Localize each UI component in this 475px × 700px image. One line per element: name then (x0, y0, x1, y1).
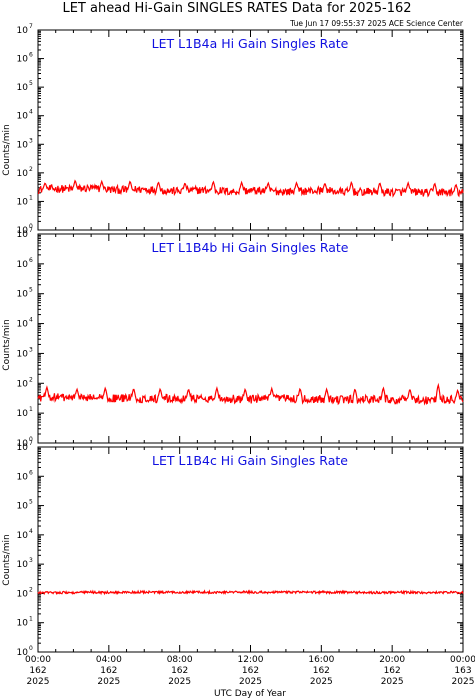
y-tick-exponent: 5 (29, 80, 33, 87)
y-tick-label: 10 (17, 290, 29, 300)
y-tick-label: 10 (17, 140, 29, 150)
y-tick-exponent: 5 (29, 287, 33, 294)
y-tick-label: 10 (17, 619, 29, 629)
y-tick-exponent: 2 (29, 166, 33, 173)
y-axis-label-panel-3: Counts/min (2, 534, 12, 585)
y-tick-exponent: 3 (29, 137, 33, 144)
x-tick-day: 162 (242, 666, 259, 676)
x-tick-year: 2025 (239, 677, 262, 687)
y-tick-exponent: 2 (29, 376, 33, 383)
x-tick-year: 2025 (168, 677, 191, 687)
y-tick-exponent: 7 (29, 440, 33, 447)
y-tick-exponent: 1 (29, 194, 33, 201)
y-tick-exponent: 1 (29, 616, 33, 623)
y-tick-exponent: 7 (29, 23, 33, 30)
y-tick-exponent: 4 (29, 109, 33, 116)
panel-title: LET L1B4c Hi Gain Singles Rate (152, 453, 348, 468)
series-line (37, 589, 464, 596)
x-tick-day: 163 (454, 666, 471, 676)
y-tick-label: 10 (17, 379, 29, 389)
y-tick-label: 10 (17, 112, 29, 122)
y-tick-exponent: 6 (29, 52, 33, 59)
panel-frame (37, 446, 464, 653)
x-tick-year: 2025 (381, 677, 404, 687)
x-tick-year: 2025 (27, 677, 50, 687)
y-tick-exponent: 6 (29, 469, 33, 476)
y-tick-label: 10 (17, 502, 29, 512)
y-tick-label: 10 (17, 409, 29, 419)
x-tick-year: 2025 (310, 677, 333, 687)
y-tick-label: 10 (17, 648, 29, 658)
y-tick-label: 10 (17, 472, 29, 482)
y-tick-exponent: 3 (29, 346, 33, 353)
y-tick-label: 10 (17, 320, 29, 330)
x-tick-year: 2025 (452, 677, 475, 687)
y-tick-exponent: 4 (29, 528, 33, 535)
y-tick-label: 10 (17, 169, 29, 179)
y-tick-label: 10 (17, 226, 29, 236)
panel-frame (37, 29, 464, 231)
x-tick-time: 00:00 (25, 655, 51, 665)
y-tick-label: 10 (17, 26, 29, 36)
panel-frame (37, 233, 464, 444)
y-tick-label: 10 (17, 349, 29, 359)
y-tick-exponent: 1 (29, 406, 33, 413)
panel-title: LET L1B4b Hi Gain Singles Rate (152, 240, 349, 255)
x-tick-day: 162 (29, 666, 46, 676)
y-tick-exponent: 4 (29, 317, 33, 324)
y-tick-label: 10 (17, 531, 29, 541)
y-axis-label-panel-2: Counts/min (2, 319, 12, 370)
x-tick-day: 162 (313, 666, 330, 676)
y-tick-exponent: 6 (29, 257, 33, 264)
y-tick-exponent: 0 (29, 645, 33, 652)
y-tick-label: 10 (17, 260, 29, 270)
y-tick-label: 10 (17, 197, 29, 207)
y-tick-exponent: 0 (29, 436, 33, 443)
y-axis-label: Counts/min (2, 124, 12, 175)
x-tick-year: 2025 (97, 677, 120, 687)
y-tick-exponent: 5 (29, 499, 33, 506)
x-tick-time: 20:00 (379, 655, 405, 665)
x-axis-label: UTC Day of Year (214, 689, 286, 699)
x-tick-day: 162 (384, 666, 401, 676)
chart-title: LET ahead Hi-Gain SINGLES RATES Data for… (62, 1, 411, 16)
y-tick-label: 10 (17, 443, 29, 453)
y-tick-exponent: 7 (29, 227, 33, 234)
x-tick-time: 12:00 (238, 655, 264, 665)
x-tick-day: 162 (171, 666, 188, 676)
y-tick-label: 10 (17, 589, 29, 599)
x-tick-time: 08:00 (167, 655, 193, 665)
series-line (37, 382, 464, 406)
x-tick-time: 16:00 (308, 655, 334, 665)
x-tick-time: 04:00 (96, 655, 122, 665)
y-tick-exponent: 0 (29, 223, 33, 230)
x-tick-time: 00:00 (450, 655, 475, 665)
y-tick-label: 10 (17, 439, 29, 449)
y-tick-exponent: 2 (29, 586, 33, 593)
x-tick-day: 162 (100, 666, 117, 676)
y-tick-label: 10 (17, 55, 29, 65)
timestamp: Tue Jun 17 09:55:37 2025 ACE Science Cen… (289, 19, 464, 28)
y-tick-label: 10 (17, 83, 29, 93)
series-line (37, 179, 464, 198)
y-tick-exponent: 3 (29, 557, 33, 564)
y-tick-label: 10 (17, 230, 29, 240)
y-tick-label: 10 (17, 560, 29, 570)
panel-title: LET L1B4a Hi Gain Singles Rate (152, 36, 349, 51)
